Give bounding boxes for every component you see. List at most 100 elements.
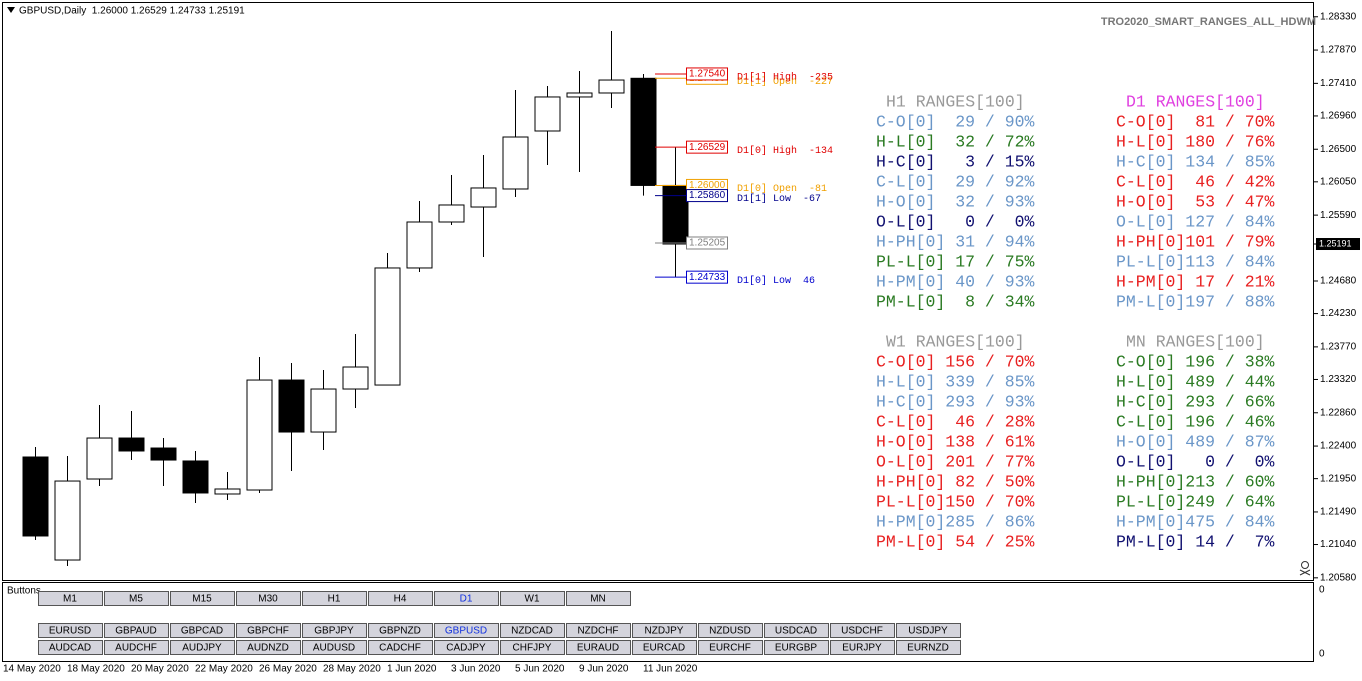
button[interactable] [38,640,103,655]
button-label[interactable]: MN [590,594,606,605]
level-text: D1[0] High -134 [737,145,833,157]
button[interactable] [830,640,895,655]
button[interactable] [170,623,235,638]
button-label[interactable]: CADJPY [446,643,486,654]
button-label[interactable]: CHFJPY [513,643,552,654]
button[interactable] [302,623,367,638]
range-row: H-PH[0]213 / 60% [1116,472,1275,491]
x-tick-label: 26 May 2020 [259,664,317,675]
candle-body [214,488,241,495]
button[interactable] [368,640,433,655]
button-label[interactable]: M15 [192,594,212,605]
button[interactable] [698,623,763,638]
button-label[interactable]: H4 [394,594,407,605]
button[interactable] [104,591,169,606]
button-label[interactable]: EURGBP [775,643,818,654]
button[interactable] [566,640,631,655]
button[interactable] [368,591,433,606]
button-label[interactable]: USDCHF [841,626,883,637]
button-label[interactable]: NZDCAD [511,626,553,637]
button-label[interactable]: AUDCHF [115,643,157,654]
y-tick-label: 1.26050 [1320,176,1357,187]
button[interactable] [632,640,697,655]
range-row: C-L[0] 46 / 28% [876,412,1035,431]
button-label[interactable]: AUDJPY [182,643,222,654]
button[interactable] [368,623,433,638]
button[interactable] [104,640,169,655]
button[interactable] [170,591,235,606]
level-label: 1.25205 [689,238,726,249]
button[interactable] [566,623,631,638]
button[interactable] [896,640,961,655]
button[interactable] [434,640,499,655]
button-label[interactable]: AUDNZD [247,643,289,654]
button-label[interactable]: GBPUSD [445,626,487,637]
button-label[interactable]: GBPCAD [181,626,223,637]
button[interactable] [698,640,763,655]
button-label[interactable]: NZDUSD [709,626,751,637]
button[interactable] [38,623,103,638]
button-label[interactable]: GBPJPY [314,626,354,637]
range-row: C-L[0] 29 / 92% [876,172,1035,191]
button[interactable] [38,591,103,606]
button[interactable] [500,623,565,638]
range-row: H-L[0] 489 / 44% [1116,372,1275,391]
button-label[interactable]: M1 [63,594,77,605]
button-label[interactable]: EURNZD [907,643,949,654]
button-label[interactable]: NZDCHF [577,626,618,637]
button[interactable] [434,623,499,638]
level-text: D1[1] High -235 [737,72,833,84]
button[interactable] [896,623,961,638]
current-price-box [1316,238,1360,251]
button[interactable] [236,623,301,638]
button[interactable] [764,640,829,655]
button-label[interactable]: USDCAD [775,626,817,637]
button[interactable] [500,640,565,655]
button[interactable] [566,591,631,606]
button-label[interactable]: NZDJPY [645,626,684,637]
button-label[interactable]: GBPCHF [247,626,289,637]
button[interactable] [302,640,367,655]
button[interactable] [434,591,499,606]
button-label[interactable]: EURCAD [643,643,685,654]
button-label[interactable]: GBPAUD [115,626,157,637]
button[interactable] [830,623,895,638]
button-label[interactable]: CADCHF [379,643,421,654]
symbol-line: GBPUSD,Daily 1.26000 1.26529 1.24733 1.2… [19,6,245,17]
button-label[interactable]: M5 [129,594,143,605]
button-label[interactable]: EURCHF [709,643,751,654]
range-row: H-L[0] 339 / 85% [876,372,1035,391]
panel-label: Buttons [7,586,41,597]
range-title: D1 RANGES[100] [1126,92,1265,111]
candle-body [246,379,273,491]
button[interactable] [170,640,235,655]
button[interactable] [500,591,565,606]
range-row: PL-L[0]249 / 64% [1116,492,1275,511]
candle-body [502,136,529,190]
candle-body [22,456,49,537]
button[interactable] [302,591,367,606]
button-label[interactable]: W1 [525,594,540,605]
y-tick-label: 1.28330 [1320,11,1357,22]
level-box [686,140,728,154]
button-label[interactable]: D1 [460,594,473,605]
button-label[interactable]: GBPNZD [379,626,421,637]
range-row: C-L[0] 196 / 46% [1116,412,1275,431]
button-label[interactable]: AUDCAD [49,643,91,654]
chart-frame [2,2,1314,581]
button-label[interactable]: M30 [258,594,278,605]
button[interactable] [236,591,301,606]
button[interactable] [236,640,301,655]
button[interactable] [764,623,829,638]
button[interactable] [104,623,169,638]
button-label[interactable]: EURJPY [842,643,882,654]
button-label[interactable]: USDJPY [908,626,948,637]
candle-body [150,447,177,461]
button-label[interactable]: EURAUD [577,643,619,654]
button-label[interactable]: EURUSD [49,626,91,637]
button-label[interactable]: AUDUSD [313,643,355,654]
y-tick-label: 1.27870 [1320,45,1357,56]
y-tick-label: 1.25590 [1320,210,1357,221]
button[interactable] [632,623,697,638]
button-label[interactable]: H1 [328,594,341,605]
